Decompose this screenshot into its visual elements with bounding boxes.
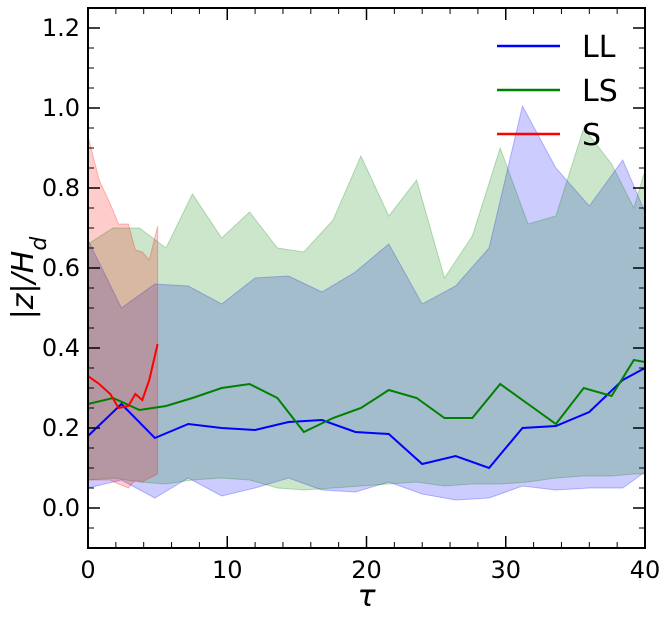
y-tick-label: 0.2 — [42, 414, 80, 442]
x-tick-label: 20 — [351, 556, 382, 584]
y-tick-label: 0.0 — [42, 494, 80, 522]
legend-label-ls: LS — [582, 74, 618, 109]
confidence-bands — [87, 104, 646, 501]
line-ls — [87, 358, 646, 434]
y-tick-label: 0.8 — [42, 174, 80, 202]
series-lines — [87, 343, 646, 470]
x-axis-label: τ — [357, 579, 376, 614]
y-tick-label: 1.0 — [42, 94, 80, 122]
x-tick-label: 30 — [490, 556, 521, 584]
line-ll — [87, 367, 646, 470]
legend: LL LS S — [497, 30, 618, 153]
y-tick-labels: 0.0 0.2 0.4 0.6 0.8 1.0 1.2 — [42, 14, 80, 522]
band-s — [87, 135, 159, 489]
y-tick-label: 1.2 — [42, 14, 80, 42]
legend-label-ll: LL — [582, 30, 616, 65]
y-axis-label: |z|/Hd — [6, 236, 52, 320]
y-tick-label: 0.6 — [42, 254, 80, 282]
legend-label-s: S — [582, 118, 601, 153]
x-tick-labels: 0 10 20 30 40 — [80, 556, 660, 584]
axis-ticks — [87, 7, 646, 549]
line-s — [87, 343, 159, 410]
x-tick-label: 40 — [630, 556, 661, 584]
y-tick-label: 0.4 — [42, 334, 80, 362]
x-tick-label: 10 — [212, 556, 243, 584]
x-tick-label: 0 — [80, 556, 95, 584]
